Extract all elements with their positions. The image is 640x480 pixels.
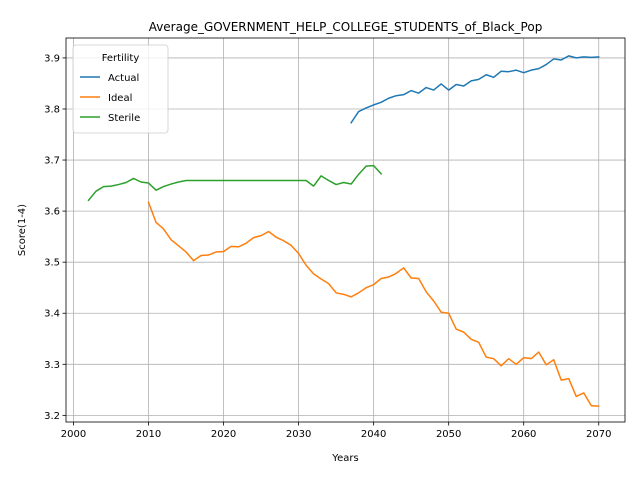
y-tick-label: 3.7: [44, 156, 60, 167]
legend-title: Fertility: [102, 53, 140, 64]
y-tick-label: 3.6: [44, 207, 60, 218]
y-tick-label: 3.9: [44, 53, 60, 64]
series-line-ideal: [147, 201, 600, 407]
legend-items: Actual Ideal Sterile: [80, 73, 140, 124]
chart-title: Average_GOVERNMENT_HELP_COLLEGE_STUDENTS…: [149, 20, 543, 34]
legend-label-sterile: Sterile: [108, 113, 140, 124]
grid: [66, 38, 625, 422]
x-tick-label: 2030: [286, 429, 311, 440]
y-tick-label: 3.5: [44, 258, 60, 269]
y-tick-label: 3.2: [44, 411, 60, 422]
plot-frame: [65, 37, 626, 423]
x-tick-label: 2040: [361, 429, 386, 440]
x-tick-label: 2010: [136, 429, 161, 440]
x-tick-label: 2060: [511, 429, 536, 440]
legend: Fertility Actual Ideal Sterile: [72, 44, 169, 134]
y-tick-label: 3.8: [44, 104, 60, 115]
series-lines: [87, 55, 600, 407]
x-tick-label: 2070: [586, 429, 611, 440]
x-tick-label: 2020: [211, 429, 236, 440]
series-line-sterile: [87, 164, 383, 202]
axis-ticks: 2000 2010 2020 2030 2040 2050 2060 2070 3.2 3.3 3.…: [44, 53, 611, 440]
x-axis-label: Years: [331, 453, 358, 464]
legend-box: [72, 44, 169, 134]
legend-label-actual: Actual: [108, 73, 139, 84]
y-tick-label: 3.4: [44, 309, 60, 320]
y-tick-label: 3.3: [44, 360, 60, 371]
y-axis-label: Score(1-4): [17, 204, 28, 256]
x-tick-label: 2050: [436, 429, 461, 440]
series-line-actual: [350, 55, 600, 124]
x-tick-label: 2000: [61, 429, 86, 440]
legend-label-ideal: Ideal: [108, 93, 132, 104]
